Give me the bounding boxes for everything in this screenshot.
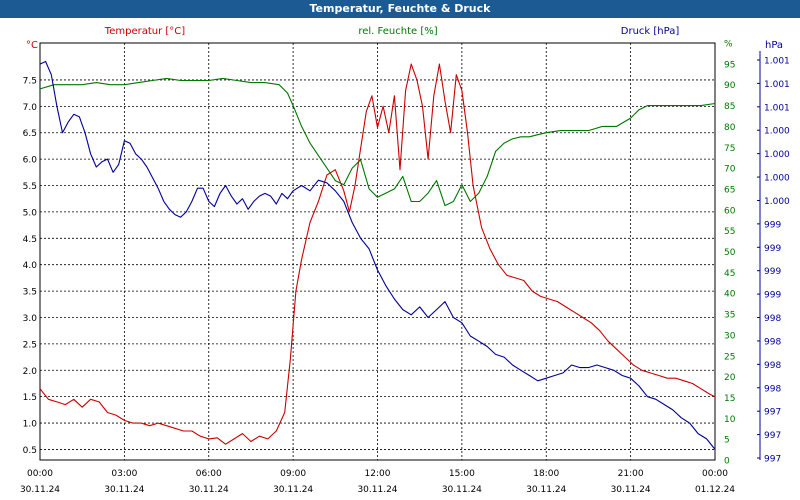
humidity-tick-label: 65	[724, 185, 735, 195]
humidity-tick-label: 55	[724, 227, 735, 237]
x-tick-date: 30.11.24	[189, 485, 229, 495]
pressure-tick-label: 1.001	[764, 57, 790, 67]
pressure-tick-label: 1.001	[764, 80, 790, 90]
temperature-axis: 0.5 1.0 1.5 2.0 2.5 3.0 3.5 4.0 4.5 5.0 5.5 6.0 6.5 7…	[23, 76, 38, 455]
pressure-tick-label: 998	[764, 337, 781, 347]
x-tick-date: 30.11.24	[20, 485, 60, 495]
humidity-series-label: rel. Feuchte [%]	[358, 26, 437, 37]
x-tick-date: 30.11.24	[526, 485, 566, 495]
humidity-tick-label: 80	[724, 123, 736, 133]
pressure-tick-label: 1.000	[764, 197, 790, 207]
grid-lines	[40, 43, 715, 460]
temperature-tick-label: 0.5	[23, 446, 37, 456]
humidity-tick-label: 0	[724, 457, 730, 467]
pressure-tick-label: 1.001	[764, 103, 790, 113]
temperature-tick-label: 7.0	[23, 103, 38, 113]
temperature-tick-label: 3.0	[23, 314, 38, 324]
humidity-tick-label: %	[724, 40, 733, 50]
humidity-tick-label: 60	[724, 206, 736, 216]
temperature-tick-label: 3.5	[23, 288, 37, 298]
humidity-tick-label: 75	[724, 144, 735, 154]
pressure-series-label: Druck [hPa]	[621, 26, 680, 37]
temperature-tick-label: 2.0	[23, 367, 38, 377]
x-tick-date: 30.11.24	[273, 485, 313, 495]
x-tick-time: 15:00	[449, 469, 475, 479]
humidity-axis: 0 5 10 15 20 25 30 35 40 45 50 55 60 65 70 75 80 85 90 95%	[724, 40, 736, 467]
x-tick-date: 30.11.24	[104, 485, 144, 495]
pressure-tick-label: 999	[764, 220, 781, 230]
pressure-unit-label: hPa	[765, 40, 783, 51]
series-lines	[39, 60, 716, 450]
x-tick-time: 03:00	[111, 469, 137, 479]
pressure-tick-label: 997	[764, 431, 781, 441]
humidity-tick-label: 5	[724, 436, 730, 446]
temperature-tick-label: 5.0	[23, 208, 38, 218]
humidity-tick-label: 10	[724, 415, 736, 425]
pressure-tick-label: 997	[764, 408, 781, 418]
pressure-tick-label: 999	[764, 244, 781, 254]
temperature-tick-label: 4.5	[23, 235, 37, 245]
temperature-tick-label: 5.5	[23, 182, 37, 192]
x-tick-time: 06:00	[196, 469, 222, 479]
x-tick-time: 21:00	[618, 469, 644, 479]
temperature-unit-label: °C	[26, 40, 38, 51]
pressure-axis: 997 997 997 998 998 998 998 999 999 999 999 1.000 1.…	[757, 51, 790, 465]
pressure-tick-label: 999	[764, 267, 781, 277]
x-tick-time: 18:00	[533, 469, 559, 479]
x-tick-time: 00:00	[702, 469, 728, 479]
temperature-series-label: Temperatur [°C]	[104, 26, 185, 37]
temperature-line	[39, 63, 716, 445]
humidity-tick-label: 50	[724, 248, 736, 258]
pressure-tick-label: 997	[764, 455, 781, 465]
temperature-tick-label: 2.5	[23, 340, 37, 350]
x-tick-date: 30.11.24	[442, 485, 482, 495]
humidity-tick-label: 15	[724, 394, 735, 404]
pressure-tick-label: 998	[764, 361, 781, 371]
x-tick-time: 12:00	[365, 469, 391, 479]
pressure-line	[39, 60, 716, 450]
temperature-tick-label: 6.0	[23, 156, 38, 166]
temperature-tick-label: 6.5	[23, 129, 37, 139]
temperature-tick-label: 4.0	[23, 261, 38, 271]
temperature-tick-label: 1.5	[23, 393, 37, 403]
humidity-tick-label: 90	[724, 81, 736, 91]
pressure-tick-label: 1.000	[764, 174, 790, 184]
pressure-tick-label: 999	[764, 291, 781, 301]
time-axis: 00:00 30.11.24 03:00 30.11.24 06:00 30.11.24 0…	[20, 469, 735, 495]
x-tick-time: 00:00	[27, 469, 53, 479]
x-tick-date: 30.11.24	[357, 485, 397, 495]
humidity-tick-label: 35	[724, 311, 735, 321]
humidity-line	[39, 77, 716, 207]
window-title: Temperatur, Feuchte & Druck	[0, 0, 800, 18]
humidity-tick-label: 25	[724, 352, 735, 362]
humidity-tick-label: 40	[724, 290, 736, 300]
pressure-tick-label: 998	[764, 384, 781, 394]
pressure-tick-label: 1.000	[764, 150, 790, 160]
x-tick-date: 30.11.24	[611, 485, 651, 495]
humidity-tick-label: 95	[724, 60, 735, 70]
humidity-tick-label: 70	[724, 165, 736, 175]
x-tick-date: 01.12.24	[695, 485, 735, 495]
pressure-tick-label: 998	[764, 314, 781, 324]
humidity-tick-label: 85	[724, 102, 735, 112]
humidity-tick-label: 20	[724, 373, 736, 383]
pressure-tick-label: 1.000	[764, 127, 790, 137]
humidity-tick-label: 45	[724, 269, 735, 279]
temperature-tick-label: 7.5	[23, 76, 37, 86]
temperature-tick-label: 1.0	[23, 420, 38, 430]
humidity-tick-label: 30	[724, 331, 736, 341]
x-tick-time: 09:00	[280, 469, 306, 479]
